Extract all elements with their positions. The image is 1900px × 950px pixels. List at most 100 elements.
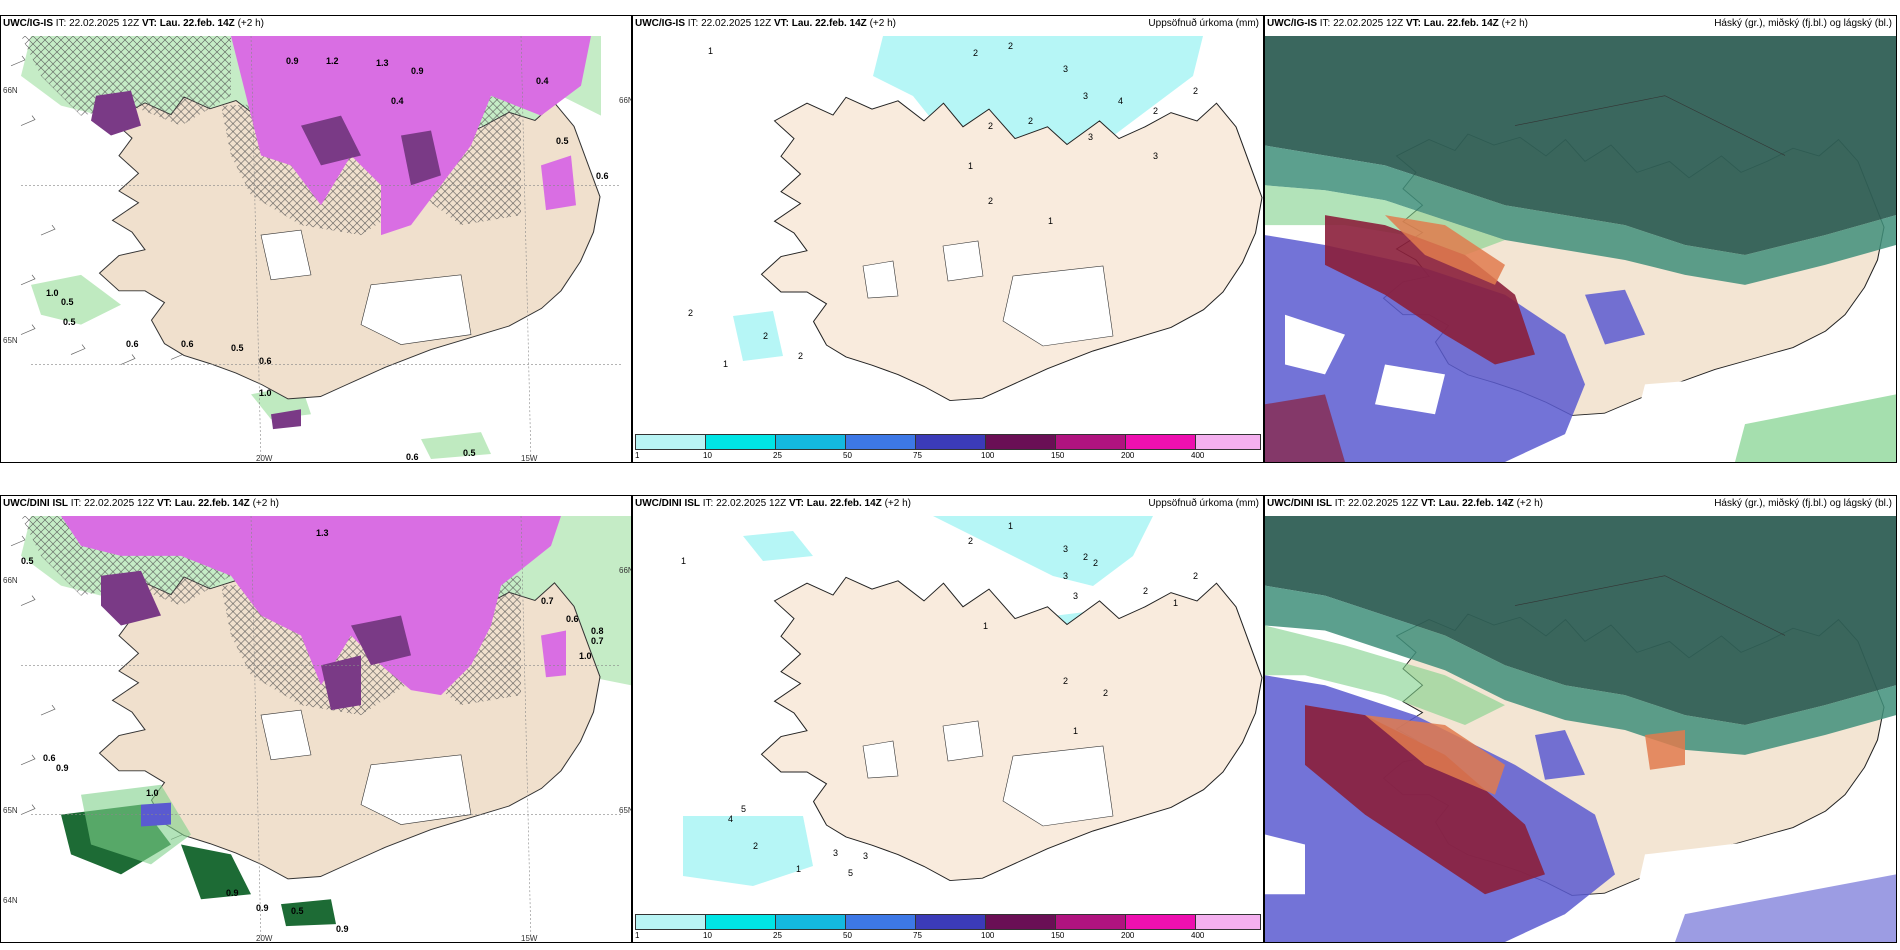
value-label: 1 xyxy=(1173,598,1179,608)
init-time: IT: 22.02.2025 12Z xyxy=(55,18,140,29)
panel-top-left: UWC/IG-IS IT: 22.02.2025 12Z VT: Lau. 22… xyxy=(0,15,632,463)
colorbar-tick: 10 xyxy=(703,931,712,940)
colorbar-swatch xyxy=(845,434,916,450)
colorbar-tick: 100 xyxy=(981,931,995,940)
lon-label: 20W xyxy=(256,454,273,463)
colorbar-swatch xyxy=(705,914,776,930)
map-title: Uppsöfnuð úrkoma (mm) xyxy=(1148,498,1259,509)
colorbar-tick: 1 xyxy=(635,451,640,460)
value-label: 0.5 xyxy=(21,556,34,566)
value-label: 3 xyxy=(1063,571,1069,581)
accumulated-precip-map xyxy=(633,516,1263,914)
lon-label: 15W xyxy=(521,934,538,943)
value-label: 3 xyxy=(863,851,869,861)
model-name: UWC/DINI ISL xyxy=(635,498,700,509)
colorbar-swatch xyxy=(775,434,846,450)
value-label: 2 xyxy=(753,841,759,851)
value-label: 0.4 xyxy=(536,76,549,86)
value-label: 2 xyxy=(988,196,994,206)
value-label: 2 xyxy=(1093,558,1099,568)
colorbar-swatch xyxy=(1125,434,1196,450)
value-label: 3 xyxy=(1088,132,1094,142)
colorbar-tick: 50 xyxy=(843,451,852,460)
panel-header: UWC/IG-IS IT: 22.02.2025 12Z VT: Lau. 22… xyxy=(635,18,1259,30)
lat-label: 66N xyxy=(619,96,631,105)
value-label: 5 xyxy=(741,804,747,814)
lat-label: 65N xyxy=(619,806,631,815)
value-label: 1 xyxy=(708,46,714,56)
lat-label: 66N xyxy=(3,576,18,585)
colorbar: 1 10 25 50 75 100 150 200 400 xyxy=(635,434,1261,460)
value-label: 2 xyxy=(1103,688,1109,698)
map-title: Háský (gr.), miðský (fj.bl.) og lágský (… xyxy=(1714,498,1892,509)
colorbar-tick: 200 xyxy=(1121,451,1135,460)
colorbar-swatch xyxy=(775,914,846,930)
valid-time-label: VT: xyxy=(156,498,172,509)
valid-time: Lau. 22.feb. 14Z xyxy=(1423,18,1499,29)
value-label: 1 xyxy=(723,359,729,369)
panel-top-middle: UWC/IG-IS IT: 22.02.2025 12Z VT: Lau. 22… xyxy=(632,15,1264,463)
colorbar-swatch xyxy=(985,914,1056,930)
value-label: 0.5 xyxy=(63,317,76,327)
value-label: 0.5 xyxy=(61,297,74,307)
value-label: 0.7 xyxy=(541,596,554,606)
cloud-cover-map xyxy=(1265,36,1896,462)
value-label: 2 xyxy=(973,48,979,58)
panel-header: UWC/DINI ISL IT: 22.02.2025 12Z VT: Lau.… xyxy=(3,498,627,510)
value-label: 3 xyxy=(1073,591,1079,601)
accumulated-precip-map xyxy=(633,36,1263,434)
valid-time: Lau. 22.feb. 14Z xyxy=(806,498,882,509)
precip-wind-map xyxy=(1,36,631,462)
value-label: 2 xyxy=(1083,552,1089,562)
value-label: 0.5 xyxy=(291,906,304,916)
init-time: IT: 22.02.2025 12Z xyxy=(1334,498,1419,509)
colorbar-swatch xyxy=(915,914,986,930)
colorbar-swatch xyxy=(1055,914,1126,930)
valid-time-label: VT: xyxy=(773,18,789,29)
value-label: 1.2 xyxy=(326,56,339,66)
forecast-offset: (+2 h) xyxy=(869,18,896,29)
colorbar-tick: 200 xyxy=(1121,931,1135,940)
valid-time-label: VT: xyxy=(1405,18,1421,29)
value-label: 3 xyxy=(833,848,839,858)
model-name: UWC/DINI ISL xyxy=(3,498,68,509)
colorbar: 1 10 25 50 75 100 150 200 400 xyxy=(635,914,1261,940)
value-label: 0.9 xyxy=(411,66,424,76)
colorbar-tick: 400 xyxy=(1191,931,1205,940)
colorbar-swatch xyxy=(705,434,776,450)
valid-time: Lau. 22.feb. 14Z xyxy=(174,498,250,509)
init-time: IT: 22.02.2025 12Z xyxy=(702,498,787,509)
value-label: 2 xyxy=(1143,586,1149,596)
panel-bottom-right: UWC/DINI ISL IT: 22.02.2025 12Z VT: Lau.… xyxy=(1264,495,1897,943)
value-label: 1.0 xyxy=(146,788,159,798)
value-label: 4 xyxy=(1118,96,1124,106)
value-label: 2 xyxy=(988,121,994,131)
init-time: IT: 22.02.2025 12Z xyxy=(70,498,155,509)
map-title: Uppsöfnuð úrkoma (mm) xyxy=(1148,18,1259,29)
value-label: 1 xyxy=(1008,521,1014,531)
map-title: Háský (gr.), miðský (fj.bl.) og lágský (… xyxy=(1714,18,1892,29)
value-label: 2 xyxy=(688,308,694,318)
colorbar-swatch xyxy=(1125,914,1196,930)
valid-time-label: VT: xyxy=(788,498,804,509)
valid-time: Lau. 22.feb. 14Z xyxy=(791,18,867,29)
value-label: 3 xyxy=(1153,151,1159,161)
colorbar-swatch xyxy=(1055,434,1126,450)
value-label: 2 xyxy=(798,351,804,361)
value-label: 0.6 xyxy=(259,356,272,366)
value-label: 1 xyxy=(681,556,687,566)
value-label: 2 xyxy=(763,331,769,341)
colorbar-swatch xyxy=(985,434,1056,450)
value-label: 1.0 xyxy=(46,288,59,298)
valid-time-label: VT: xyxy=(141,18,157,29)
forecast-offset: (+2 h) xyxy=(252,498,279,509)
value-label: 2 xyxy=(1028,116,1034,126)
panel-bottom-middle: UWC/DINI ISL IT: 22.02.2025 12Z VT: Lau.… xyxy=(632,495,1264,943)
value-label: 2 xyxy=(1193,86,1199,96)
panel-header: UWC/IG-IS IT: 22.02.2025 12Z VT: Lau. 22… xyxy=(1267,18,1892,30)
value-label: 2 xyxy=(1193,571,1199,581)
panel-top-right: UWC/IG-IS IT: 22.02.2025 12Z VT: Lau. 22… xyxy=(1264,15,1897,463)
forecast-offset: (+2 h) xyxy=(1516,498,1543,509)
lat-label: 65N xyxy=(3,806,18,815)
value-label: 0.5 xyxy=(231,343,244,353)
